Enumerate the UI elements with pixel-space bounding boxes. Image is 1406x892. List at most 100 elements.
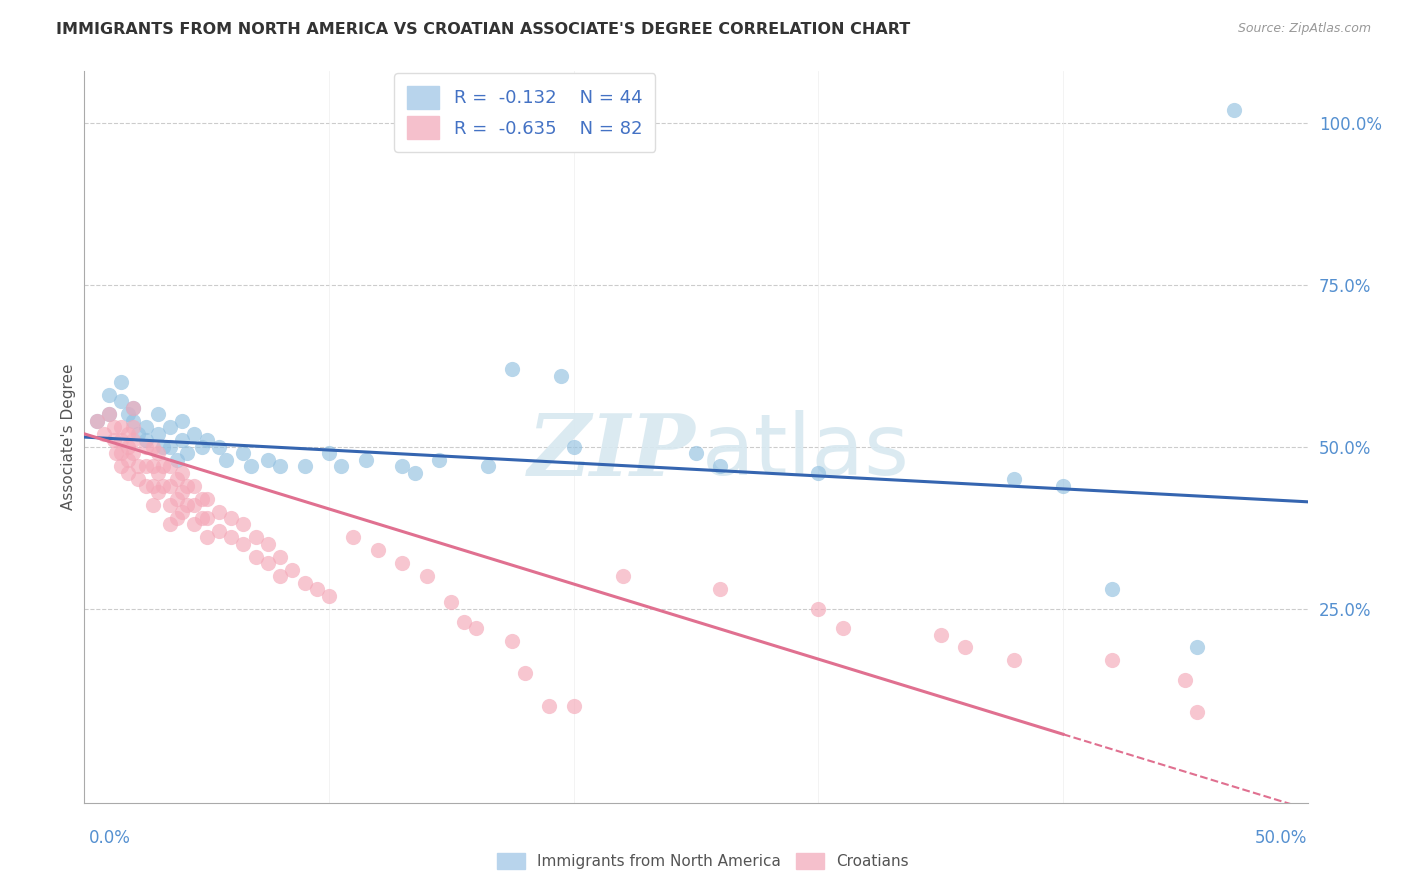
Point bbox=[294, 459, 316, 474]
Point bbox=[232, 446, 254, 460]
Point bbox=[142, 498, 165, 512]
Point bbox=[122, 401, 145, 415]
Point bbox=[538, 698, 561, 713]
Point bbox=[152, 440, 174, 454]
Point bbox=[191, 491, 214, 506]
Point bbox=[159, 459, 181, 474]
Text: ZIP: ZIP bbox=[529, 410, 696, 493]
Point bbox=[831, 621, 853, 635]
Point bbox=[159, 498, 181, 512]
Point bbox=[135, 440, 157, 454]
Point bbox=[176, 498, 198, 512]
Point bbox=[122, 434, 145, 448]
Point bbox=[427, 452, 450, 467]
Point bbox=[208, 504, 231, 518]
Point bbox=[195, 511, 218, 525]
Point bbox=[146, 485, 169, 500]
Point bbox=[391, 459, 413, 474]
Point bbox=[709, 582, 731, 597]
Point bbox=[110, 459, 132, 474]
Point bbox=[135, 434, 157, 448]
Point bbox=[330, 459, 353, 474]
Point bbox=[257, 452, 280, 467]
Point bbox=[1187, 705, 1209, 719]
Point bbox=[191, 511, 214, 525]
Point bbox=[159, 517, 181, 532]
Point bbox=[562, 698, 585, 713]
Point bbox=[453, 615, 475, 629]
Point bbox=[146, 446, 169, 460]
Point bbox=[122, 446, 145, 460]
Point bbox=[195, 491, 218, 506]
Point bbox=[305, 582, 328, 597]
Point bbox=[294, 575, 316, 590]
Point bbox=[117, 452, 139, 467]
Point bbox=[103, 420, 125, 434]
Point bbox=[166, 472, 188, 486]
Point bbox=[208, 440, 231, 454]
Point bbox=[1101, 653, 1123, 667]
Point bbox=[239, 459, 262, 474]
Point bbox=[354, 452, 377, 467]
Point bbox=[183, 478, 205, 492]
Point bbox=[142, 459, 165, 474]
Point bbox=[183, 426, 205, 441]
Point bbox=[245, 530, 267, 544]
Point bbox=[232, 517, 254, 532]
Point bbox=[97, 408, 120, 422]
Point bbox=[159, 420, 181, 434]
Text: 50.0%: 50.0% bbox=[1256, 829, 1308, 847]
Point bbox=[807, 601, 830, 615]
Point bbox=[166, 491, 188, 506]
Point bbox=[142, 440, 165, 454]
Point bbox=[172, 466, 194, 480]
Point bbox=[208, 524, 231, 538]
Point bbox=[1101, 582, 1123, 597]
Point bbox=[135, 459, 157, 474]
Point bbox=[110, 420, 132, 434]
Point bbox=[215, 452, 238, 467]
Point bbox=[391, 557, 413, 571]
Legend: R =  -0.132    N = 44, R =  -0.635    N = 82: R = -0.132 N = 44, R = -0.635 N = 82 bbox=[394, 73, 655, 152]
Point bbox=[502, 362, 524, 376]
Point bbox=[245, 549, 267, 564]
Point bbox=[195, 530, 218, 544]
Point bbox=[176, 446, 198, 460]
Point bbox=[191, 440, 214, 454]
Point bbox=[1223, 103, 1246, 118]
Text: IMMIGRANTS FROM NORTH AMERICA VS CROATIAN ASSOCIATE'S DEGREE CORRELATION CHART: IMMIGRANTS FROM NORTH AMERICA VS CROATIA… bbox=[56, 22, 911, 37]
Point bbox=[183, 517, 205, 532]
Point bbox=[146, 466, 169, 480]
Point bbox=[1187, 640, 1209, 655]
Point bbox=[127, 426, 149, 441]
Point bbox=[953, 640, 976, 655]
Point bbox=[709, 459, 731, 474]
Point bbox=[117, 440, 139, 454]
Point bbox=[127, 472, 149, 486]
Point bbox=[269, 459, 291, 474]
Point bbox=[172, 504, 194, 518]
Point bbox=[146, 426, 169, 441]
Point bbox=[807, 466, 830, 480]
Point bbox=[166, 511, 188, 525]
Point bbox=[86, 414, 108, 428]
Point bbox=[152, 459, 174, 474]
Point bbox=[159, 440, 181, 454]
Point bbox=[219, 511, 242, 525]
Point bbox=[550, 368, 572, 383]
Y-axis label: Associate's Degree: Associate's Degree bbox=[60, 364, 76, 510]
Point bbox=[195, 434, 218, 448]
Legend: Immigrants from North America, Croatians: Immigrants from North America, Croatians bbox=[491, 847, 915, 875]
Point bbox=[122, 401, 145, 415]
Point bbox=[269, 549, 291, 564]
Point bbox=[318, 446, 340, 460]
Point bbox=[562, 440, 585, 454]
Point bbox=[105, 446, 128, 460]
Point bbox=[502, 634, 524, 648]
Point bbox=[257, 557, 280, 571]
Point bbox=[404, 466, 426, 480]
Point bbox=[440, 595, 463, 609]
Point bbox=[142, 478, 165, 492]
Point bbox=[135, 420, 157, 434]
Point bbox=[117, 408, 139, 422]
